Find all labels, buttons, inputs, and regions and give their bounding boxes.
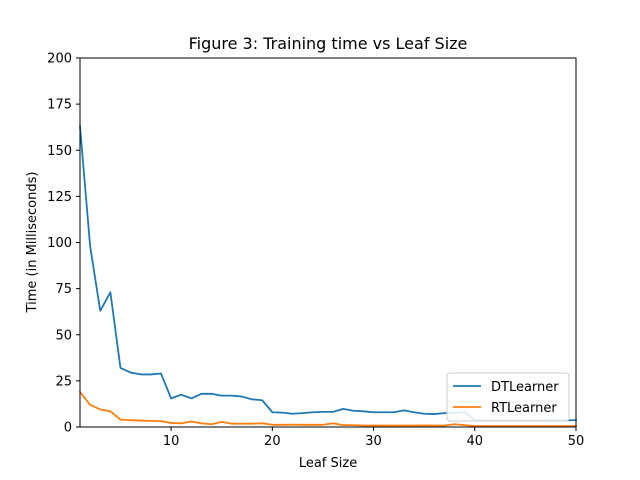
y-axis-label: Time (in Milliseconds) [25, 172, 40, 314]
y-tick-label-75: 75 [55, 282, 72, 297]
x-tick-label-50: 50 [568, 434, 585, 449]
y-tick-label-25: 25 [55, 374, 72, 389]
plot-area: 10 20 30 40 50 0 25 50 75 100 125 150 175 200 DTLearne… [47, 52, 584, 450]
y-tick-label-125: 125 [47, 190, 72, 205]
y-tick-label-100: 100 [47, 236, 72, 251]
y-tick-label-0: 0 [64, 421, 72, 436]
y-tick-label-50: 50 [55, 328, 72, 343]
series-line-rtlearner [78, 390, 577, 427]
y-tick-label-200: 200 [47, 52, 72, 67]
legend-label-dtlearner: DTLearner [491, 380, 559, 395]
x-tick-label-20: 20 [264, 434, 281, 449]
x-tick-label-40: 40 [467, 434, 484, 449]
legend-label-rtlearner: RTLearner [491, 401, 557, 416]
legend-box [446, 372, 570, 422]
y-tick-label-150: 150 [47, 144, 72, 159]
y-tick-label-175: 175 [47, 98, 72, 113]
chart-title: Figure 3: Training time vs Leaf Size [189, 34, 468, 53]
x-axis-label: Leaf Size [299, 456, 357, 471]
x-tick-label-10: 10 [163, 434, 180, 449]
x-tick-label-30: 30 [365, 434, 382, 449]
